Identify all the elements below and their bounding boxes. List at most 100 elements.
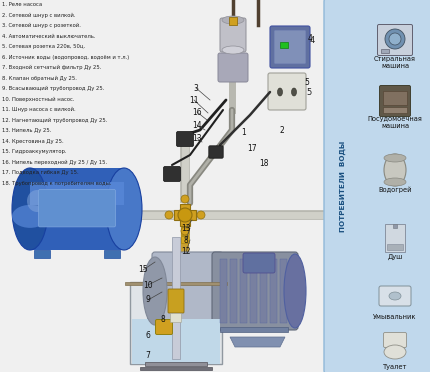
Bar	[229, 17, 237, 25]
FancyBboxPatch shape	[171, 314, 181, 323]
Bar	[260, 259, 267, 323]
FancyBboxPatch shape	[379, 286, 411, 306]
Bar	[383, 91, 407, 105]
Text: 5: 5	[306, 87, 311, 96]
Text: 3: 3	[194, 83, 198, 93]
Ellipse shape	[284, 254, 306, 328]
Ellipse shape	[384, 345, 406, 359]
FancyBboxPatch shape	[220, 18, 246, 52]
FancyBboxPatch shape	[378, 25, 412, 55]
Text: 4. Автоматический выключатель.: 4. Автоматический выключатель.	[2, 33, 95, 38]
Text: 5: 5	[304, 77, 310, 87]
Ellipse shape	[384, 154, 406, 162]
FancyBboxPatch shape	[380, 86, 411, 116]
Bar	[180, 204, 190, 226]
Bar	[174, 210, 196, 220]
Ellipse shape	[106, 168, 142, 250]
FancyBboxPatch shape	[274, 30, 306, 64]
Text: 14. Крестовина Ду 25.: 14. Крестовина Ду 25.	[2, 138, 64, 144]
FancyBboxPatch shape	[243, 253, 275, 273]
Text: 10. Поверхностный насос.: 10. Поверхностный насос.	[2, 96, 74, 102]
Bar	[270, 259, 277, 323]
Bar	[145, 362, 207, 366]
Text: 6: 6	[146, 330, 150, 340]
Text: ПОТРЕБИТЕЛИ  ВОДЫ: ПОТРЕБИТЕЛИ ВОДЫ	[340, 140, 346, 232]
FancyBboxPatch shape	[39, 189, 116, 227]
Bar	[30, 182, 124, 205]
Text: 9. Всасывающий трубопровод Ду 25.: 9. Всасывающий трубопровод Ду 25.	[2, 86, 104, 91]
Text: Посудомоечная
машина: Посудомоечная машина	[368, 116, 422, 129]
Text: 13: 13	[192, 134, 202, 142]
Bar	[181, 236, 189, 243]
Text: 15: 15	[138, 266, 148, 275]
Text: 12: 12	[181, 247, 191, 257]
Text: Умывальник: Умывальник	[373, 314, 417, 320]
Bar	[280, 259, 287, 323]
Text: 13. Нипель Ду 25.: 13. Нипель Ду 25.	[2, 128, 51, 133]
Ellipse shape	[277, 88, 283, 96]
Circle shape	[165, 211, 173, 219]
Bar	[280, 42, 288, 48]
Circle shape	[181, 227, 189, 235]
Ellipse shape	[143, 257, 167, 325]
Text: 8: 8	[184, 235, 188, 244]
Text: 4: 4	[310, 35, 315, 45]
Bar	[240, 259, 247, 323]
Circle shape	[197, 211, 205, 219]
Bar	[250, 259, 257, 323]
FancyBboxPatch shape	[384, 333, 406, 347]
Text: 12. Нагнетающий трубопровод Ду 25.: 12. Нагнетающий трубопровод Ду 25.	[2, 118, 108, 123]
Bar	[172, 237, 180, 359]
FancyBboxPatch shape	[324, 0, 430, 372]
Ellipse shape	[12, 205, 48, 228]
Bar	[30, 168, 124, 250]
Bar	[34, 250, 50, 258]
Text: 1: 1	[242, 128, 246, 137]
Ellipse shape	[12, 168, 48, 250]
Text: 17: 17	[247, 144, 257, 153]
Bar	[381, 49, 389, 53]
Text: 2: 2	[280, 125, 284, 135]
Text: Туалет: Туалет	[383, 364, 407, 370]
Bar	[230, 259, 237, 323]
FancyBboxPatch shape	[270, 26, 310, 68]
FancyBboxPatch shape	[152, 252, 223, 330]
FancyBboxPatch shape	[168, 289, 184, 313]
Bar	[147, 292, 163, 322]
Text: 16: 16	[192, 108, 202, 116]
Text: 16. Нипель переходной Ду 25 / Ду 15.: 16. Нипель переходной Ду 25 / Ду 15.	[2, 160, 107, 165]
Bar	[181, 220, 189, 227]
Ellipse shape	[292, 88, 297, 96]
Ellipse shape	[222, 46, 244, 54]
Ellipse shape	[222, 16, 244, 24]
Circle shape	[178, 208, 192, 222]
Bar	[385, 224, 405, 252]
Text: 11: 11	[189, 96, 199, 105]
FancyBboxPatch shape	[220, 327, 288, 332]
Circle shape	[385, 29, 405, 49]
Polygon shape	[230, 337, 285, 347]
Bar	[104, 250, 120, 258]
Text: 7: 7	[146, 350, 150, 359]
Text: 8. Клапан обратный Ду 25.: 8. Клапан обратный Ду 25.	[2, 76, 77, 81]
Text: 3. Сетевой шнур с розеткой.: 3. Сетевой шнур с розеткой.	[2, 23, 81, 28]
Text: 1. Реле насоса: 1. Реле насоса	[2, 2, 42, 7]
Bar	[181, 228, 189, 235]
Text: 6. Источник воды (водопровод, водоём и т.л.): 6. Источник воды (водопровод, водоём и т…	[2, 55, 129, 60]
Text: 2. Сетевой шнур с вилкой.: 2. Сетевой шнур с вилкой.	[2, 13, 76, 17]
Ellipse shape	[384, 178, 406, 186]
FancyBboxPatch shape	[163, 167, 181, 182]
FancyBboxPatch shape	[218, 53, 248, 82]
FancyBboxPatch shape	[156, 320, 172, 334]
Bar	[383, 107, 407, 113]
Text: 17. Подводка гибкая Ду 15.: 17. Подводка гибкая Ду 15.	[2, 170, 79, 175]
Bar	[387, 244, 403, 250]
Text: 18: 18	[259, 158, 269, 167]
Bar	[140, 367, 212, 370]
Text: 10: 10	[143, 280, 153, 289]
Text: 15. Гидроаккумулятор.: 15. Гидроаккумулятор.	[2, 149, 67, 154]
Text: 18. Трубопровод к потребителям воды.: 18. Трубопровод к потребителям воды.	[2, 180, 111, 186]
Ellipse shape	[27, 190, 47, 212]
Bar	[132, 319, 220, 364]
Ellipse shape	[389, 292, 401, 300]
